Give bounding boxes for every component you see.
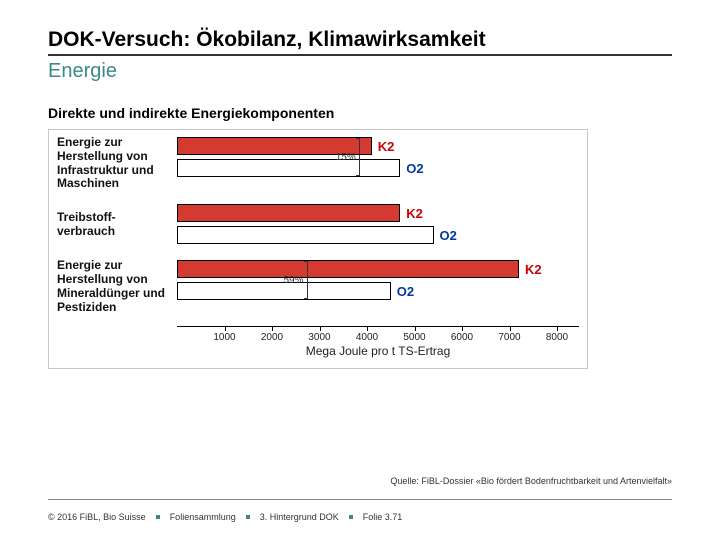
pct-label: 15% <box>336 152 356 163</box>
bar-wrap: O2 <box>177 158 579 178</box>
page-subtitle: Energie <box>48 60 672 83</box>
page-title: DOK-Versuch: Ökobilanz, Klimawirksamkeit <box>48 28 672 56</box>
tick-label: 5000 <box>403 332 425 343</box>
bar-wrap: K2 <box>177 136 579 156</box>
section-heading: Direkte und indirekte Energiekomponenten <box>48 105 672 121</box>
tick-label: 3000 <box>308 332 330 343</box>
series-label: O2 <box>440 228 457 243</box>
bars-column: K2 O2 15% <box>177 136 579 191</box>
pct-brace: 15% <box>336 138 363 176</box>
series-label: O2 <box>406 161 423 176</box>
bars-column: K2 O2 <box>177 203 579 247</box>
footer-sep-icon <box>246 515 250 519</box>
footer-copyright: © 2016 FiBL, Bio Suisse <box>48 512 146 522</box>
o2-bar <box>177 159 400 177</box>
axis-title: Mega Joule pro t TS-Ertrag <box>177 344 579 358</box>
series-label: O2 <box>397 284 414 299</box>
chart-row: Energie zur Herstellung von Mineraldünge… <box>57 259 579 314</box>
k2-bar <box>177 260 519 278</box>
series-label: K2 <box>406 206 423 221</box>
tick-label: 1000 <box>213 332 235 343</box>
source-citation: Quelle: FiBL-Dossier «Bio fördert Bodenf… <box>390 476 672 486</box>
footer: © 2016 FiBL, Bio Suisse Foliensammlung 3… <box>48 512 402 522</box>
axis-area: 1000 2000 3000 4000 5000 6000 7000 8000Mega Jou… <box>57 326 579 360</box>
k2-bar <box>177 204 400 222</box>
bar-wrap: K2 <box>177 203 579 223</box>
row-label: Energie zur Herstellung von Infrastruktu… <box>57 136 177 191</box>
pct-label: 59% <box>284 275 304 286</box>
tick-label: 7000 <box>498 332 520 343</box>
pct-brace: 59% <box>284 261 311 299</box>
tick-label: 6000 <box>451 332 473 343</box>
series-label: K2 <box>378 139 395 154</box>
o2-bar <box>177 226 434 244</box>
footer-item: Foliensammlung <box>170 512 236 522</box>
tick-label: 2000 <box>261 332 283 343</box>
series-label: K2 <box>525 262 542 277</box>
footer-rule <box>48 499 672 500</box>
chart-row: Energie zur Herstellung von Infrastruktu… <box>57 136 579 191</box>
bar-wrap: O2 <box>177 281 579 301</box>
tick-label: 8000 <box>546 332 568 343</box>
row-label: Treibstoff-verbrauch <box>57 203 177 247</box>
footer-item: 3. Hintergrund DOK <box>260 512 339 522</box>
bars-column: K2 O2 59% <box>177 259 579 314</box>
footer-sep-icon <box>156 515 160 519</box>
row-label: Energie zur Herstellung von Mineraldünge… <box>57 259 177 314</box>
tick-label: 4000 <box>356 332 378 343</box>
x-axis: 1000 2000 3000 4000 5000 6000 7000 8000Mega Jou… <box>177 326 579 360</box>
chart-frame: Energie zur Herstellung von Infrastruktu… <box>48 129 588 369</box>
bar-wrap: O2 <box>177 225 579 245</box>
footer-item: Folie 3.71 <box>363 512 403 522</box>
bar-wrap: K2 <box>177 259 579 279</box>
energy-bar-chart: Energie zur Herstellung von Infrastruktu… <box>57 136 579 360</box>
chart-row: Treibstoff-verbrauch K2 O2 <box>57 203 579 247</box>
footer-sep-icon <box>349 515 353 519</box>
